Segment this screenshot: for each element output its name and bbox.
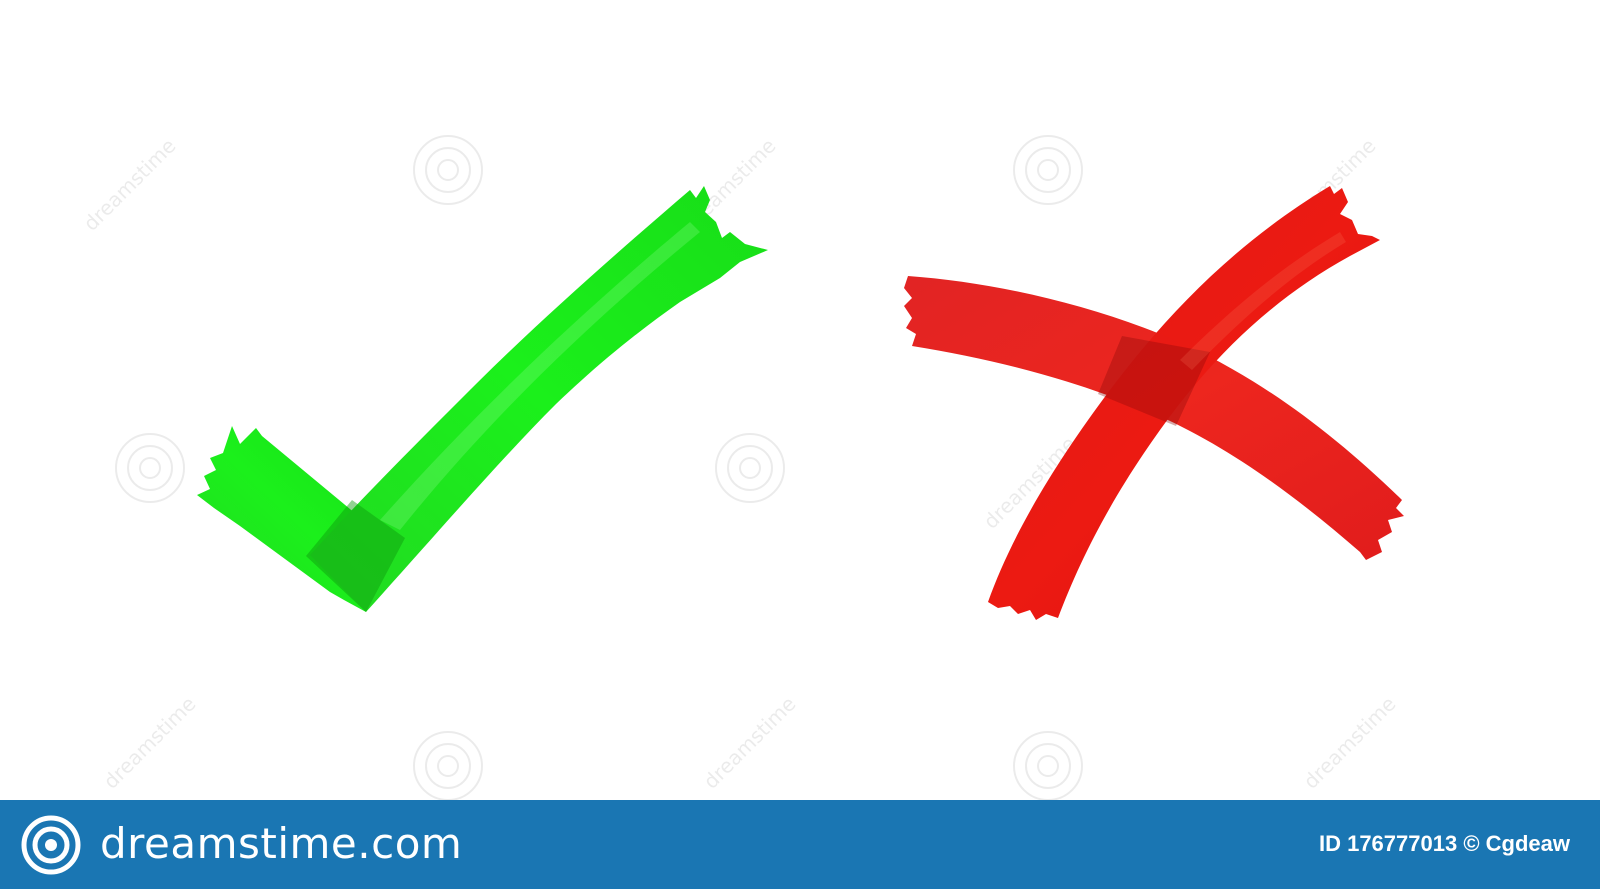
cross-falling-stroke: [904, 276, 1404, 560]
illustration: dreamstime dreamstime dreamstime dreamst…: [79, 134, 1404, 800]
watermark-swirl-icon: [1013, 731, 1083, 800]
image-credit: ID 176777013 © Cgdeaw: [1319, 830, 1570, 858]
watermark-text: dreamstime: [99, 692, 201, 794]
watermark-swirl-icon: [715, 433, 785, 503]
watermark-swirl-icon: [1013, 135, 1083, 205]
stock-id: ID 176777013: [1318, 831, 1458, 856]
dreamstime-logo-text: dreamstime.com: [100, 819, 463, 868]
watermark-swirl-icon: [413, 135, 483, 205]
watermark-swirl-icon: [413, 731, 483, 800]
stock-footer-bar: dreamstime.com ID 176777013 © Cgdeaw: [0, 800, 1600, 889]
dreamstime-logo-icon: [21, 815, 81, 875]
cross-rising-stroke: [988, 186, 1380, 620]
cross-highlight: [1180, 232, 1346, 370]
author-credit: © Cgdeaw: [1463, 831, 1570, 856]
check-mark-icon: [197, 186, 768, 612]
cross-overlap-shade: [1098, 336, 1210, 426]
watermark-swirl-icon: [115, 433, 185, 503]
watermark-text: dreamstime: [699, 692, 801, 794]
cross-mark-icon: [904, 186, 1404, 620]
check-highlight: [380, 222, 700, 530]
watermark-text: dreamstime: [79, 134, 181, 236]
watermark-text: dreamstime: [1299, 692, 1401, 794]
check-overlap-shade: [306, 500, 405, 612]
check-long-stroke: [310, 186, 768, 612]
